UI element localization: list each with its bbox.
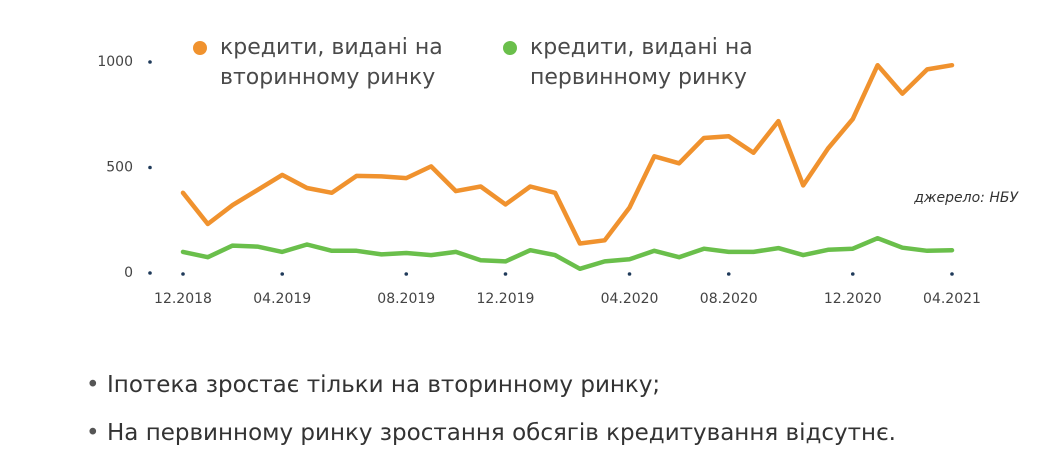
x-tick-label: 08.2019 — [377, 291, 435, 307]
source-note: джерело: НБУ — [914, 190, 1018, 206]
x-tick-mark — [950, 272, 954, 276]
x-tick-label: 08.2020 — [700, 291, 758, 307]
y-tick-label: 500 — [106, 160, 133, 176]
x-tick-label: 12.2018 — [154, 291, 212, 307]
legend-marker — [193, 41, 207, 55]
series-line — [180, 62, 955, 246]
bullet-list: Іпотека зростає тільки на вторинному рин… — [86, 372, 896, 468]
legend-item: кредити, видані на вторинному ринку — [193, 33, 495, 93]
x-tick-label: 04.2020 — [601, 291, 659, 307]
x-tick-label: 12.2020 — [824, 291, 882, 307]
x-tick-mark — [627, 272, 632, 276]
x-tick-label: 04.2019 — [253, 291, 311, 307]
series-line — [180, 235, 955, 272]
x-tick-mark — [503, 272, 508, 276]
y-tick-mark — [148, 165, 152, 170]
x-tick-label: 12.2019 — [477, 291, 535, 307]
legend-item: кредити, видані на первинному ринку — [503, 33, 805, 93]
y-tick-label: 1000 — [97, 54, 133, 70]
y-tick-mark — [148, 271, 152, 275]
x-tick-mark — [181, 272, 185, 276]
x-tick-label: 04.2021 — [923, 291, 981, 307]
x-tick-mark — [850, 272, 855, 276]
legend-label: кредити, видані на вторинному ринку — [220, 35, 443, 90]
legend-marker — [503, 41, 517, 55]
x-tick-mark — [726, 272, 731, 276]
x-tick-mark — [404, 272, 409, 276]
legend-label: кредити, видані на первинному ринку — [530, 35, 753, 90]
y-tick-label: 0 — [124, 265, 133, 281]
y-tick-mark — [148, 60, 152, 64]
x-tick-mark — [280, 272, 285, 276]
bullet: На первинному ринку зростання обсягів кр… — [86, 420, 896, 446]
bullet: Іпотека зростає тільки на вторинному рин… — [86, 372, 896, 398]
